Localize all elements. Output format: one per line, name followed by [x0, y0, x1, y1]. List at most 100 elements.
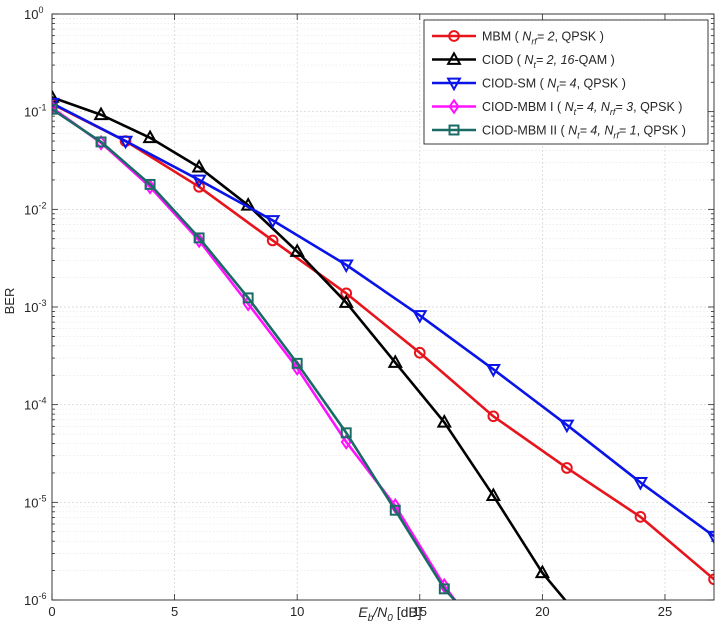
marker-diamond — [448, 98, 460, 115]
series-5 — [52, 103, 457, 600]
marker-triangle-up — [338, 294, 354, 308]
legend-label: CIOD-SM ( Nt= 4, QPSK ) — [482, 77, 626, 94]
marker-diamond — [144, 178, 156, 195]
x-tick-label: 15 — [413, 604, 427, 619]
axes-box — [51, 13, 715, 601]
marker-triangle-down — [446, 77, 462, 92]
series-1 — [52, 98, 714, 586]
legend-text: N — [524, 53, 534, 67]
legend-label: CIOD ( Nt= 2, 16-QAM ) — [482, 53, 615, 70]
legend-entry-4: CIOD-MBM I ( Nt= 4, Nrf= 3, QPSK ) — [432, 98, 682, 117]
legend-text: = 4 — [559, 77, 577, 91]
marker-triangle-up — [534, 564, 550, 579]
marker-triangle-down — [265, 215, 281, 229]
marker-circle — [266, 234, 279, 247]
x-tick-label: 10 — [290, 604, 304, 619]
y-tick-exponent: -5 — [38, 493, 46, 503]
marker-triangle-up — [142, 129, 158, 144]
legend-text: = 2 — [537, 30, 555, 44]
legend-text: N — [568, 124, 578, 138]
marker-triangle-down — [485, 363, 501, 378]
legend-text: , QPSK ) — [637, 124, 686, 138]
legend-text: = 4, N — [580, 124, 615, 138]
marker-circle — [448, 30, 460, 42]
y-tick-base: 10 — [24, 593, 38, 608]
y-tick-exponent: -4 — [38, 396, 46, 406]
y-tick-label: 100 — [24, 5, 43, 22]
marker-square — [340, 427, 352, 439]
marker-triangle-down — [412, 310, 428, 324]
x-tick-label: 20 — [535, 604, 549, 619]
marker-diamond — [340, 434, 352, 450]
legend-text: N — [522, 30, 532, 44]
marker-circle — [193, 180, 205, 193]
y-tick-label: 10-2 — [24, 200, 46, 217]
x-axis-label-base1: E — [358, 604, 368, 620]
marker-triangle-up — [93, 106, 109, 121]
y-tick-label: 10-6 — [24, 591, 46, 608]
legend-text: N — [565, 100, 575, 114]
marker-circle — [634, 511, 647, 523]
legend-text: = 2, 16 — [536, 53, 575, 67]
marker-triangle-up — [289, 243, 305, 257]
legend-text: CIOD ( — [482, 53, 524, 67]
legend-text: N — [547, 77, 557, 91]
legend-text: , QPSK ) — [633, 100, 682, 114]
marker-triangle-down — [706, 530, 714, 545]
marker-triangle-up — [191, 158, 207, 173]
y-tick-exponent: 0 — [38, 5, 43, 15]
marker-circle — [487, 410, 500, 423]
y-tick-base: 10 — [24, 398, 38, 413]
marker-square — [144, 178, 156, 190]
x-tick-label: 0 — [48, 604, 55, 619]
series-line — [52, 108, 457, 600]
y-tick-exponent: -3 — [38, 298, 46, 308]
legend-entry-5: CIOD-MBM II ( Nt= 4, Nrf= 1, QPSK ) — [432, 124, 686, 141]
marker-square — [448, 124, 460, 136]
marker-triangle-up — [485, 487, 501, 502]
legend-text: CIOD-SM ( — [482, 77, 547, 91]
y-tick-exponent: -1 — [38, 103, 46, 113]
marker-triangle-up — [387, 354, 403, 368]
marker-triangle-down — [559, 419, 575, 434]
legend-subscript: rf — [531, 37, 538, 47]
marker-square — [52, 103, 58, 115]
legend-subscript: t — [533, 60, 536, 70]
y-tick-base: 10 — [24, 7, 38, 22]
marker-triangle-down — [117, 135, 134, 150]
marker-triangle-down — [191, 174, 207, 189]
marker-square — [389, 504, 401, 516]
marker-diamond — [193, 232, 205, 249]
legend-subscript: t — [574, 107, 577, 117]
marker-square — [291, 357, 303, 369]
legend: MBM ( Nrf= 2, QPSK )CIOD ( Nt= 2, 16-QAM… — [423, 19, 709, 145]
y-tick-base: 10 — [24, 300, 38, 315]
marker-square — [438, 583, 450, 595]
y-tick-label: 10-5 — [24, 493, 46, 510]
legend-text: = 3 — [615, 100, 633, 114]
legend-label: MBM ( Nrf= 2, QPSK ) — [482, 30, 604, 47]
marker-circle — [561, 462, 573, 474]
legend-text: MBM ( — [482, 30, 522, 44]
x-tick-label: 25 — [658, 604, 672, 619]
y-tick-label: 10-1 — [24, 103, 46, 120]
x-axis-label: Eb/N0 [dB] — [358, 604, 421, 623]
legend-entry-1: MBM ( Nrf= 2, QPSK ) — [432, 30, 604, 47]
series-line — [52, 102, 714, 581]
legend-subscript: t — [556, 84, 559, 94]
y-tick-base: 10 — [24, 495, 38, 510]
y-axis-label: BER — [2, 288, 17, 315]
marker-square — [95, 136, 107, 148]
x-axis-label-sub1: b — [368, 613, 374, 623]
x-tick-label: 5 — [171, 604, 178, 619]
marker-circle — [413, 346, 426, 359]
legend-text: CIOD-MBM II ( — [482, 124, 568, 138]
y-tick-exponent: -6 — [38, 591, 46, 601]
x-tick-labels: 0 5 10 15 20 25 — [48, 604, 672, 619]
series-line — [52, 102, 714, 538]
series-group — [52, 89, 714, 600]
y-tick-base: 10 — [24, 202, 38, 217]
legend-text: , QPSK ) — [555, 30, 604, 44]
x-axis-label-slash: /N — [372, 604, 388, 620]
